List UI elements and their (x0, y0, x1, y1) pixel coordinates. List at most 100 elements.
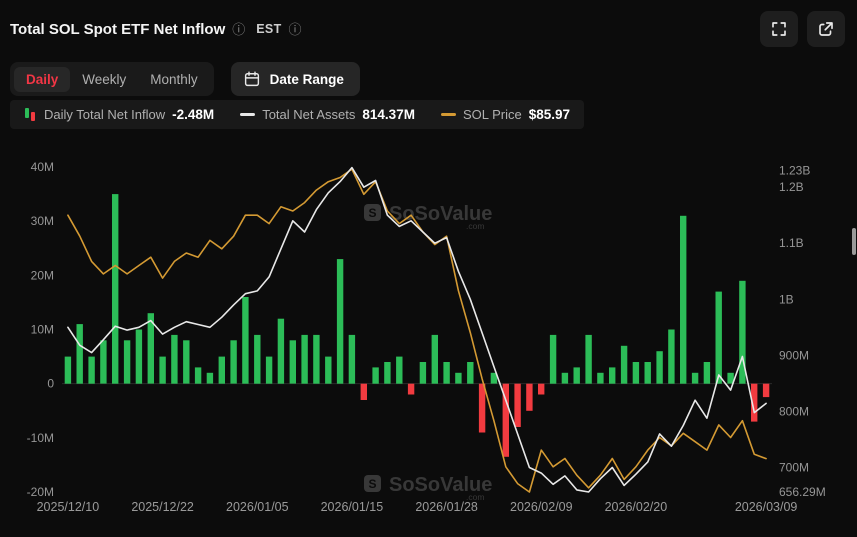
legend-item-net-inflow[interactable]: Daily Total Net Inflow -2.48M (24, 107, 214, 122)
inflow-bar[interactable] (739, 280, 746, 384)
inflow-bar[interactable] (230, 340, 237, 384)
inflow-bar[interactable] (431, 334, 438, 384)
legend-label: SOL Price (462, 107, 522, 122)
toolbar: Daily Weekly Monthly Date Range (10, 62, 360, 96)
x-axis-label: 2026/02/09 (510, 500, 573, 514)
inflow-bar[interactable] (727, 372, 734, 384)
right-axis-label: 1.2B (779, 180, 804, 194)
inflow-bar[interactable] (301, 334, 308, 384)
inflow-bar[interactable] (703, 362, 711, 384)
inflow-bar[interactable] (467, 362, 474, 384)
inflow-bar[interactable] (490, 372, 498, 384)
interval-tabs: Daily Weekly Monthly (10, 62, 214, 96)
inflow-bar[interactable] (762, 383, 770, 398)
inflow-bar[interactable] (585, 334, 592, 384)
legend-label: Total Net Assets (262, 107, 356, 122)
inflow-bar[interactable] (372, 367, 379, 384)
svg-text:S: S (368, 206, 376, 220)
inflow-bar[interactable] (514, 383, 521, 427)
scrollbar-thumb[interactable] (852, 228, 856, 255)
inflow-bar[interactable] (265, 356, 273, 384)
inflow-bar[interactable] (644, 362, 651, 384)
inflow-bar[interactable] (336, 259, 344, 384)
legend-candle-up (25, 107, 29, 118)
inflow-bar[interactable] (419, 362, 427, 384)
inflow-bar[interactable] (396, 356, 403, 384)
inflow-bar[interactable] (171, 334, 178, 384)
inflow-bar[interactable] (183, 340, 190, 384)
inflow-bar[interactable] (656, 351, 663, 384)
inflow-bar[interactable] (313, 334, 320, 384)
inflow-bar[interactable] (64, 356, 72, 384)
left-axis-label: 0 (47, 377, 54, 391)
watermark: S SoSoValue.com (364, 203, 492, 231)
legend-candle-down (31, 111, 35, 121)
svg-text:SoSoValue: SoSoValue (389, 474, 492, 496)
inflow-bar[interactable] (620, 345, 628, 384)
inflow-bar[interactable] (715, 291, 722, 384)
left-axis-label: 20M (31, 268, 54, 282)
x-axis-label: 2025/12/22 (131, 500, 194, 514)
share-button[interactable] (807, 11, 845, 47)
inflow-bar[interactable] (76, 324, 83, 384)
inflow-bar[interactable] (277, 318, 285, 384)
legend-item-sol-price[interactable]: SOL Price $85.97 (440, 107, 570, 122)
inflow-bar[interactable] (549, 334, 557, 384)
inflow-bar[interactable] (538, 383, 545, 395)
inflow-bar[interactable] (609, 367, 616, 384)
inflow-bar[interactable] (384, 362, 391, 384)
inflow-bar[interactable] (88, 356, 95, 384)
inflow-bar[interactable] (159, 356, 166, 384)
tab-daily[interactable]: Daily (14, 66, 71, 92)
right-axis-label: 1.23B (779, 163, 810, 177)
inflow-bar[interactable] (526, 383, 533, 411)
inflow-bar[interactable] (691, 372, 699, 384)
x-axis-label: 2026/03/09 (735, 500, 798, 514)
est-info-icon[interactable]: ⓘ (288, 21, 302, 37)
inflow-bar[interactable] (680, 215, 687, 384)
inflow-bar[interactable] (478, 383, 486, 433)
fullscreen-button[interactable] (760, 11, 798, 47)
inflow-bar[interactable] (100, 340, 107, 384)
inflow-bar[interactable] (123, 340, 131, 384)
legend-value: 814.37M (362, 107, 415, 122)
inflow-bar[interactable] (206, 372, 214, 384)
inflow-bar[interactable] (112, 194, 119, 384)
legend-item-net-assets[interactable]: Total Net Assets 814.37M (240, 107, 415, 122)
inflow-bar[interactable] (407, 383, 415, 395)
inflow-bar[interactable] (135, 329, 143, 384)
tab-weekly[interactable]: Weekly (70, 67, 138, 92)
inflow-bar[interactable] (254, 334, 261, 384)
inflow-bar[interactable] (561, 372, 569, 384)
inflow-bar[interactable] (348, 334, 356, 384)
inflow-bar[interactable] (502, 383, 509, 457)
date-range-button[interactable]: Date Range (230, 62, 360, 96)
inflow-bar[interactable] (597, 372, 604, 384)
inflow-bar[interactable] (360, 383, 367, 400)
right-axis-label: 800M (779, 404, 809, 418)
inflow-bar[interactable] (573, 367, 580, 384)
left-axis-label: 40M (31, 160, 54, 174)
x-axis-label: 2026/01/05 (226, 500, 289, 514)
x-axis-label: 2026/01/15 (321, 500, 384, 514)
inflow-bar[interactable] (668, 329, 675, 384)
page-title: Total SOL Spot ETF Net Inflow (10, 20, 226, 38)
inflow-bar[interactable] (147, 313, 154, 384)
left-axis-label: -10M (27, 431, 54, 445)
header: Total SOL Spot ETF Net Inflow ⓘ EST ⓘ (10, 10, 845, 48)
inflow-bars (64, 194, 770, 457)
inflow-bar[interactable] (751, 383, 758, 422)
inflow-bar[interactable] (632, 362, 640, 384)
inflow-bar[interactable] (194, 367, 202, 384)
info-icon[interactable]: ⓘ (232, 21, 246, 37)
inflow-bar[interactable] (218, 356, 225, 384)
inflow-bar[interactable] (242, 297, 249, 384)
white-dash-icon (240, 113, 256, 116)
inflow-bar[interactable] (289, 340, 296, 384)
inflow-bar[interactable] (325, 356, 332, 384)
tab-monthly[interactable]: Monthly (138, 67, 209, 92)
inflow-bar[interactable] (455, 372, 462, 384)
inflow-bar[interactable] (443, 362, 450, 384)
